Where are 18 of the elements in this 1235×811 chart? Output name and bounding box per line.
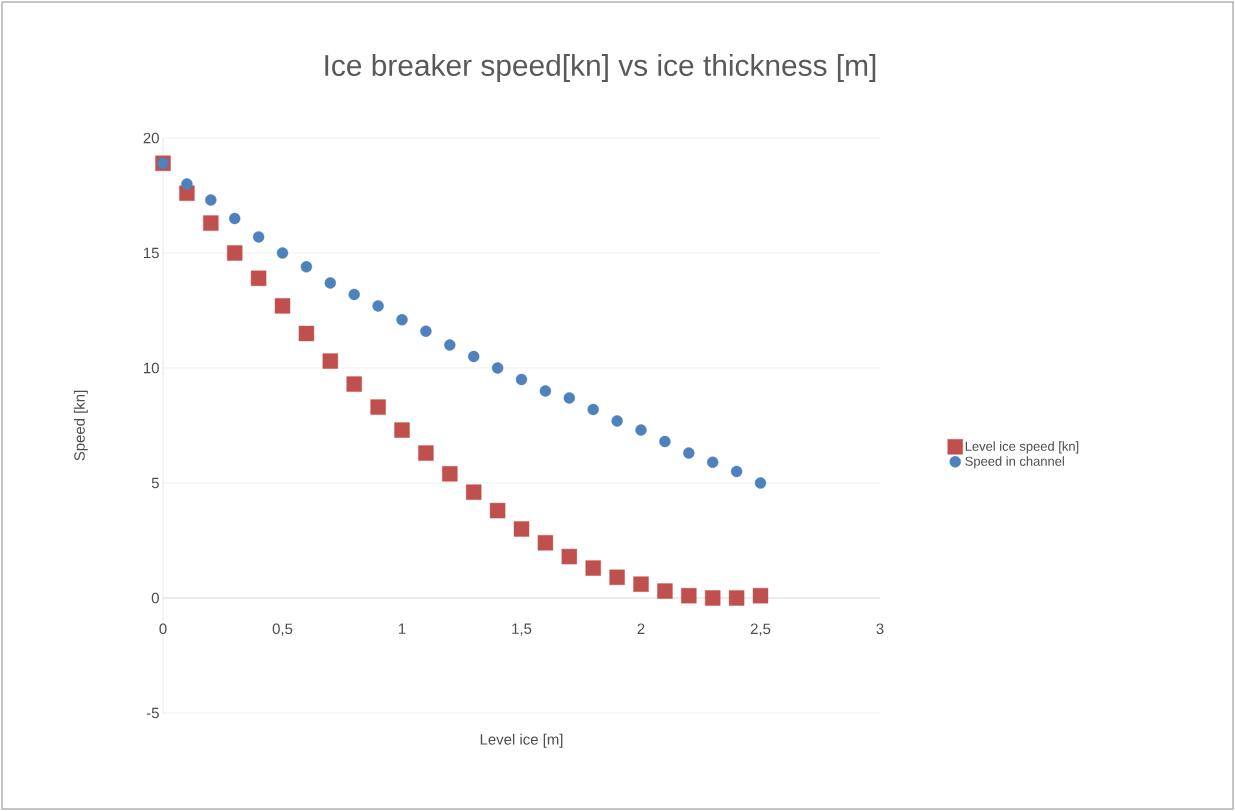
y-tick-label: -5: [146, 707, 159, 719]
y-tick-label: 5: [151, 477, 159, 489]
x-tick-label: 3: [876, 623, 884, 635]
legend-label: Speed in channel: [965, 456, 1064, 469]
x-tick-label: 1,5: [512, 623, 532, 636]
x-tick-label: 2,5: [750, 623, 771, 636]
y-tick-label: 15: [144, 247, 159, 259]
x-tick-label: 0,5: [272, 623, 293, 636]
x-axis-title: Level ice [m]: [480, 733, 563, 748]
chart-title: Ice breaker speed[kn] vs ice thickness [m]: [325, 54, 876, 82]
y-tick-label: 10: [144, 362, 159, 374]
y-tick-label: 0: [151, 592, 159, 604]
x-tick-label: 2: [637, 623, 645, 634]
x-tick-label: 0: [159, 623, 167, 635]
y-axis-title: Speed [kn]: [73, 390, 88, 461]
x-tick-label: 1: [399, 623, 406, 634]
y-tick-label: 20: [143, 132, 159, 144]
legend-label: Level ice speed [kn]: [965, 441, 1079, 454]
